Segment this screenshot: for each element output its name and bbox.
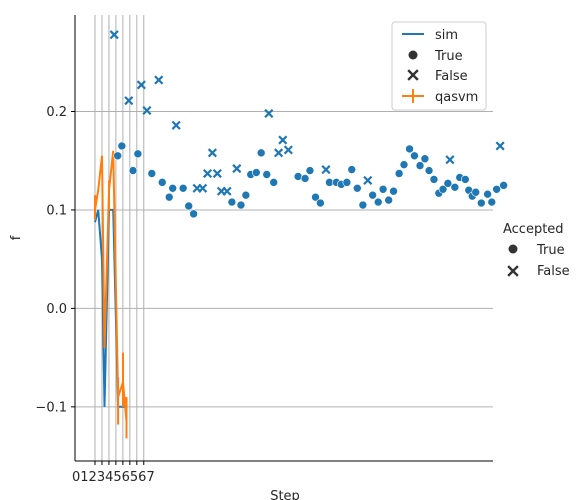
legend-sim-label: sim: [435, 28, 458, 43]
legend-inner: sim True False qasvm: [391, 21, 487, 111]
point-accepted-true: [157, 178, 167, 187]
legend-outer-false-label: False: [537, 264, 570, 279]
point-accepted-true: [378, 184, 388, 194]
legend-true-label: True: [434, 49, 463, 64]
point-accepted-true: [492, 184, 501, 194]
point-accepted-false: [124, 96, 134, 106]
point-accepted-true: [499, 181, 508, 190]
point-accepted-true: [189, 209, 198, 219]
point-accepted-false: [274, 148, 284, 158]
y-tick-label: 0.2: [46, 105, 67, 120]
point-accepted-true: [405, 144, 414, 154]
x-ticks: 0123456567: [72, 461, 155, 485]
point-accepted-false: [192, 183, 202, 193]
point-accepted-true: [368, 190, 377, 200]
point-accepted-true: [358, 200, 368, 210]
legend-outer-true-label: True: [536, 243, 565, 258]
y-axis-label: f: [9, 235, 24, 240]
point-accepted-true: [168, 183, 177, 193]
point-accepted-true: [394, 169, 404, 178]
point-accepted-true: [241, 190, 251, 200]
point-accepted-false: [216, 186, 227, 196]
point-accepted-true: [471, 187, 481, 197]
point-accepted-true: [429, 175, 439, 184]
point-accepted-false: [321, 165, 331, 175]
point-accepted-true: [424, 166, 434, 175]
point-accepted-true: [443, 179, 453, 188]
point-accepted-true: [450, 182, 460, 192]
legend-false-label: False: [435, 69, 468, 84]
point-accepted-true: [178, 183, 188, 193]
point-accepted-true: [117, 141, 127, 151]
point-accepted-true: [410, 151, 419, 161]
point-accepted-true: [164, 192, 174, 202]
point-accepted-false: [142, 105, 152, 116]
legend-false-marker: [407, 69, 419, 81]
x-axis-label: Step: [270, 489, 300, 500]
point-accepted-false: [109, 30, 119, 40]
point-accepted-true: [399, 160, 409, 169]
series-line-qasvm: [94, 150, 128, 422]
point-accepted-true: [316, 198, 325, 208]
point-accepted-true: [133, 149, 143, 159]
point-accepted-true: [147, 169, 157, 178]
point-accepted-false: [445, 155, 455, 165]
point-accepted-true: [438, 184, 448, 194]
point-accepted-true: [300, 174, 310, 183]
point-accepted-true: [347, 165, 357, 174]
point-accepted-true: [384, 195, 393, 205]
point-accepted-true: [256, 148, 266, 158]
point-accepted-false: [495, 141, 505, 151]
legend-outer-false-marker: [507, 265, 519, 277]
point-accepted-true: [460, 175, 470, 184]
point-accepted-true: [389, 186, 398, 196]
legend-outer-true-marker: [508, 244, 518, 254]
y-tick-label: 0.0: [46, 302, 67, 317]
point-accepted-true: [128, 166, 138, 175]
legend-outer: Accepted True False: [503, 222, 570, 279]
point-accepted-false: [171, 120, 181, 130]
point-accepted-false: [154, 75, 164, 85]
point-accepted-true: [269, 178, 279, 187]
y-tick-label: 0.1: [46, 203, 67, 218]
point-accepted-true: [227, 197, 237, 207]
y-ticks: −0.1 0.0 0.1 0.2: [35, 105, 75, 415]
y-tick-label: −0.1: [35, 400, 67, 415]
point-accepted-false: [264, 108, 274, 119]
point-accepted-false: [363, 175, 373, 185]
point-accepted-true: [487, 197, 497, 207]
point-accepted-true: [184, 201, 194, 211]
point-accepted-false: [232, 164, 242, 174]
point-accepted-true: [311, 192, 320, 202]
x-tick-labels: 0123456567: [72, 470, 155, 485]
point-accepted-true: [305, 166, 315, 175]
point-accepted-false: [278, 135, 288, 145]
legend-inner-frame: [391, 21, 487, 111]
point-accepted-true: [236, 200, 246, 210]
point-accepted-true: [353, 183, 362, 193]
point-accepted-true: [342, 178, 352, 187]
point-accepted-false: [207, 148, 217, 158]
legend-true-marker: [408, 50, 418, 60]
point-accepted-true: [262, 170, 272, 179]
point-accepted-false: [283, 145, 293, 155]
legend-outer-title: Accepted: [503, 222, 564, 237]
point-accepted-true: [373, 197, 383, 207]
axes: [74, 15, 493, 462]
legend-qasvm-label: qasvm: [435, 90, 478, 105]
point-accepted-true: [113, 151, 122, 161]
grid: [75, 15, 493, 461]
point-accepted-true: [251, 168, 261, 177]
point-accepted-true: [420, 154, 430, 164]
point-accepted-true: [415, 161, 425, 170]
point-accepted-false: [136, 80, 146, 90]
point-accepted-false: [222, 186, 232, 196]
point-accepted-true: [483, 189, 492, 199]
plot-area: [94, 30, 508, 439]
point-accepted-false: [198, 183, 208, 193]
point-accepted-false: [212, 168, 222, 179]
point-accepted-true: [477, 198, 486, 208]
point-accepted-false: [202, 168, 213, 179]
